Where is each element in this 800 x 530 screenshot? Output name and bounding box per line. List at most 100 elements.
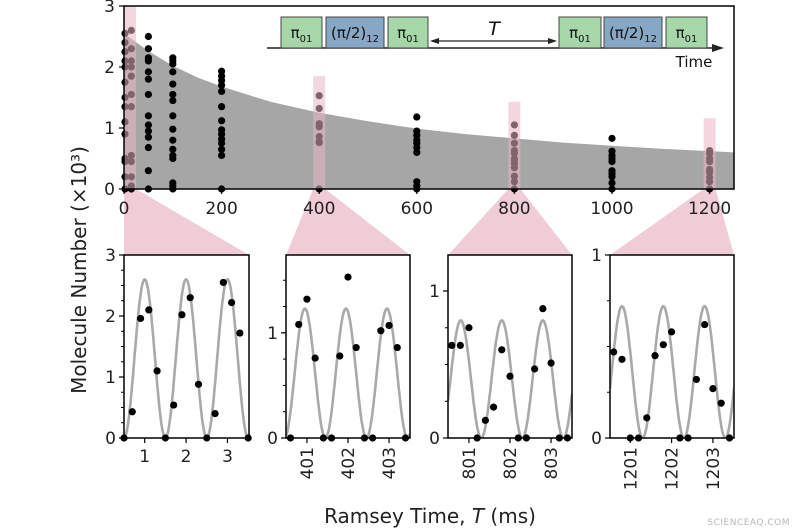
data-point	[456, 341, 464, 349]
data-point	[336, 352, 344, 360]
y-tick-label: 0	[591, 429, 602, 449]
data-point	[236, 329, 244, 337]
data-point	[145, 306, 153, 314]
y-tick-label: 3	[104, 0, 115, 17]
x-tick-label: 401	[298, 447, 318, 479]
data-point	[643, 414, 651, 422]
data-point	[709, 384, 717, 393]
highlight-bands	[124, 189, 734, 255]
y-tick-label: 1	[104, 119, 115, 139]
x-axis-label: Ramsey Time, T (ms)	[324, 504, 536, 528]
x-tick-label: 801	[460, 447, 480, 479]
data-point	[608, 179, 616, 187]
data-point	[211, 410, 219, 418]
data-point	[169, 125, 177, 133]
x-tick-label: 1203	[704, 447, 724, 490]
pulse-label: (π/2)12	[331, 24, 379, 45]
zoom-connector	[286, 189, 410, 255]
x-tick-label: 600	[401, 199, 433, 219]
x-tick-label: 800	[498, 199, 530, 219]
time-arrow-icon	[712, 44, 724, 52]
x-tick-label: 0	[119, 199, 130, 219]
data-point	[448, 341, 456, 349]
data-point	[128, 408, 136, 416]
zoom-connector	[448, 189, 572, 255]
watermark: SCIENCEAQ.COM	[707, 518, 790, 528]
zoom-connector	[610, 189, 734, 255]
data-point	[218, 139, 226, 147]
inset-plots: 0 1 2 3 1 2 3 0 1 401 402 403 0 1 801 802 803 0 1 1201 1202 1…	[105, 246, 735, 490]
pulse-label-subscript: 12	[366, 34, 379, 45]
y-tick-label: 2	[105, 307, 116, 327]
data-point	[144, 133, 152, 141]
x-tick-label: 1202	[663, 447, 683, 490]
x-tick-label: 1000	[590, 199, 633, 219]
highlight-band	[703, 118, 716, 189]
data-point	[169, 60, 177, 68]
time-label: Time	[675, 53, 713, 71]
x-tick-label: 3	[222, 447, 233, 467]
highlight-band	[508, 101, 521, 189]
data-point	[169, 112, 177, 120]
data-point	[489, 403, 498, 411]
data-point	[169, 145, 177, 153]
data-point	[547, 359, 555, 367]
data-point	[219, 278, 227, 287]
y-tick-label: 0	[104, 180, 115, 200]
x-axis-label-variable: T	[472, 504, 486, 528]
pulse-box	[387, 16, 429, 49]
data-point	[144, 45, 152, 53]
data-point	[303, 295, 311, 303]
data-point	[186, 294, 194, 302]
data-point	[144, 68, 152, 76]
y-tick-label: 2	[104, 58, 115, 78]
inset-background	[286, 255, 410, 438]
data-point	[218, 81, 226, 89]
inset-plot-4: 0 1 1201 1202 1203	[591, 246, 735, 490]
y-tick-label: 3	[105, 246, 116, 266]
pulse-label-subscript: 01	[300, 34, 313, 45]
y-tick-label: 0	[429, 429, 440, 449]
data-point	[295, 320, 303, 329]
data-point	[144, 112, 152, 120]
data-point	[667, 328, 676, 336]
data-point	[169, 154, 177, 163]
highlight-band	[313, 76, 326, 189]
pulse-label: π01	[291, 24, 313, 45]
pulse-label-subscript: 12	[644, 34, 657, 45]
pulse-label-subscript: 01	[406, 34, 419, 45]
data-point	[218, 145, 226, 153]
data-point	[498, 346, 506, 354]
pulse-label-base: π	[569, 24, 578, 42]
pulse-box	[558, 16, 602, 49]
x-tick-label: 803	[542, 447, 562, 479]
data-point	[717, 399, 725, 407]
data-point	[144, 121, 152, 129]
data-point	[194, 380, 203, 388]
data-point	[531, 365, 539, 373]
data-point	[608, 173, 616, 181]
data-point	[385, 321, 393, 330]
pulse-box	[665, 16, 708, 49]
pulse-block: π01	[558, 16, 602, 49]
pulse-label-subscript: 01	[685, 34, 698, 45]
data-point	[618, 355, 626, 363]
pulse-label: (π/2)12	[609, 24, 657, 45]
x-tick-label: 400	[303, 199, 335, 219]
data-point	[144, 90, 152, 99]
data-point	[539, 305, 547, 313]
x-tick-label: 1	[139, 447, 150, 467]
data-point	[170, 401, 178, 409]
data-point	[144, 167, 152, 175]
data-point	[377, 327, 385, 335]
data-point	[144, 75, 152, 83]
main-axes-frame	[123, 5, 735, 190]
pulse-block: π01	[280, 16, 323, 49]
delay-arrow-right-icon	[548, 38, 557, 44]
data-point	[228, 298, 236, 307]
x-tick-label: 802	[501, 447, 521, 479]
pulse-label-base: π	[676, 24, 685, 42]
fit-curve	[124, 277, 249, 438]
